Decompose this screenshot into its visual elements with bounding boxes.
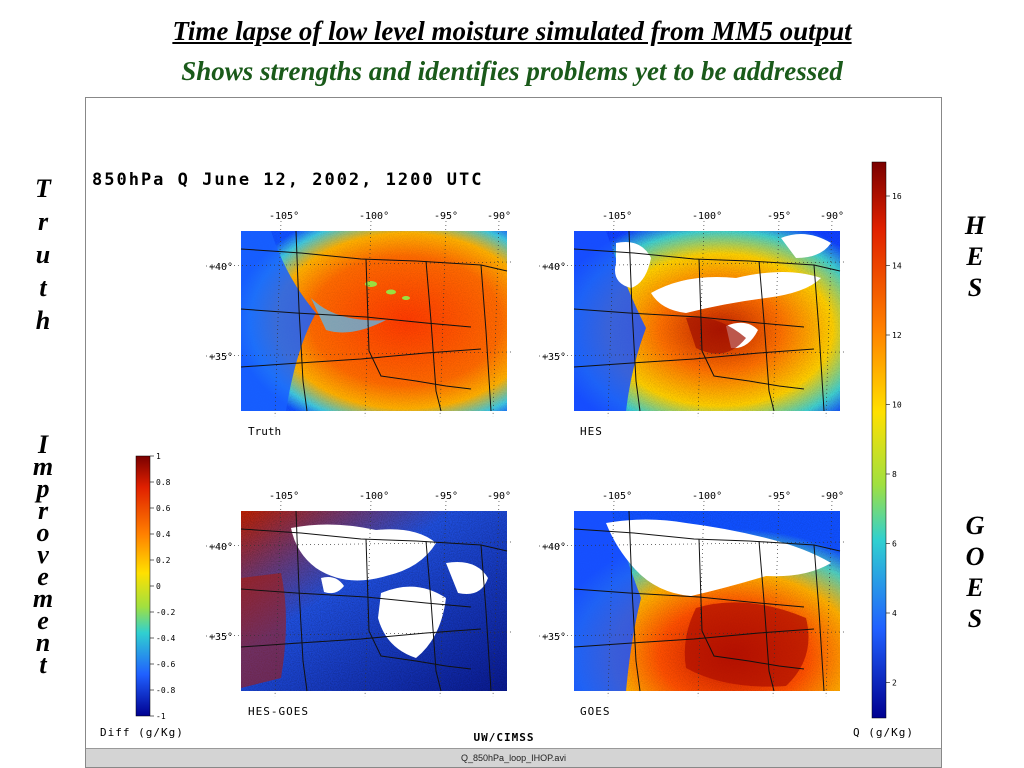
q-colorbar-tick: 2 xyxy=(892,679,897,688)
moisture-figure: 850hPa Q June 12, 2002, 1200 UTC Truth xyxy=(92,161,914,744)
panel-label-hes-goes: HES-GOES xyxy=(248,705,309,718)
truth-panel xyxy=(241,231,507,411)
goes-label-letter: E xyxy=(966,573,984,602)
lon-label: -105° xyxy=(602,211,632,222)
truth-label-letter: T xyxy=(35,174,51,203)
q-colorbar: 16 14 12 10 8 6 4 2 xyxy=(871,161,902,719)
diff-colorbar-tick: 0.8 xyxy=(156,478,171,487)
truth-label-letter: r xyxy=(37,207,49,236)
q-colorbar-tick: 12 xyxy=(892,331,902,340)
hes-goes-map-overlay: -105° -100° -95° -90° +40° +35° xyxy=(205,491,511,698)
improvement-label-letter: n xyxy=(35,628,51,657)
slide-subtitle: Shows strengths and identifies problems … xyxy=(181,56,843,86)
truth-label-letter: t xyxy=(39,273,47,302)
diff-colorbar-tick: -1 xyxy=(156,712,166,721)
diff-colorbar-tick: 1 xyxy=(156,452,161,461)
diff-colorbar-tick: 0 xyxy=(156,582,161,591)
figure-header: 850hPa Q June 12, 2002, 1200 UTC xyxy=(92,170,484,190)
lat-label: +35° xyxy=(209,352,233,363)
uw-cimss-label: UW/CIMSS xyxy=(474,731,535,744)
diff-colorbar: 1 0.8 0.6 0.4 0.2 0 -0.2 -0.4 -0.6 -0.8 -1 xyxy=(135,452,175,721)
improvement-label-letter: t xyxy=(39,650,47,679)
improvement-label-letter: I xyxy=(37,430,49,459)
hes-label-letter: H xyxy=(964,211,986,240)
slide-title: Time lapse of low level moisture simulat… xyxy=(172,16,852,46)
improvement-label-letter: m xyxy=(32,452,54,481)
truth-map-overlay: -105° -100° -95° -90° +40° +35° xyxy=(205,211,511,418)
hes-map-overlay: -105° -100° -95° -90° +40° +35° xyxy=(538,211,844,418)
lon-label: -100° xyxy=(359,491,389,502)
q-colorbar-tick: 10 xyxy=(892,401,902,410)
filename-bar: Q_850hPa_loop_IHOP.avi xyxy=(86,748,941,767)
improvement-label-letter: e xyxy=(37,606,49,635)
goes-label-letter: O xyxy=(965,542,985,571)
improvement-label-letter: p xyxy=(36,474,50,503)
lon-label: -95° xyxy=(434,211,458,222)
panel-label-hes: HES xyxy=(580,425,603,438)
hes-label-letter: S xyxy=(967,273,983,302)
lon-label: -90° xyxy=(820,491,844,502)
lat-label: +40° xyxy=(542,262,566,273)
goes-panel xyxy=(574,511,840,691)
lon-label: -105° xyxy=(269,211,299,222)
lat-label: +35° xyxy=(542,352,566,363)
improvement-label-letter: o xyxy=(36,518,50,547)
diff-colorbar-tick: -0.4 xyxy=(156,634,175,643)
goes-map-overlay: -105° -100° -95° -90° +40° +35° xyxy=(538,491,844,698)
lon-label: -100° xyxy=(692,211,722,222)
lon-label: -95° xyxy=(767,211,791,222)
diff-colorbar-tick: 0.2 xyxy=(156,556,171,565)
q-colorbar-tick: 16 xyxy=(892,192,902,201)
lon-label: -90° xyxy=(487,491,511,502)
diff-units-label: Diff (g/Kg) xyxy=(100,726,184,739)
hes-panel xyxy=(574,231,840,411)
q-colorbar-tick: 14 xyxy=(892,262,902,271)
hes-goes-panel xyxy=(241,511,507,691)
lon-label: -95° xyxy=(434,491,458,502)
improvement-label-letter: m xyxy=(32,584,54,613)
lat-label: +40° xyxy=(542,542,566,553)
q-colorbar-tick: 4 xyxy=(892,609,897,618)
lat-label: +35° xyxy=(542,632,566,643)
lat-label: +35° xyxy=(209,632,233,643)
lon-label: -100° xyxy=(692,491,722,502)
diff-colorbar-tick: -0.8 xyxy=(156,686,175,695)
diff-colorbar-tick: -0.2 xyxy=(156,608,175,617)
improvement-label-letter: e xyxy=(37,562,49,591)
diff-colorbar-tick: 0.6 xyxy=(156,504,171,513)
improvement-label-letter: v xyxy=(37,540,49,569)
lon-label: -105° xyxy=(602,491,632,502)
q-units-label: Q (g/Kg) xyxy=(853,726,914,739)
hes-label-letter: E xyxy=(966,242,984,271)
diff-colorbar-tick: 0.4 xyxy=(156,530,171,539)
panel-label-goes: GOES xyxy=(580,705,611,718)
q-colorbar-tick: 8 xyxy=(892,470,897,479)
goes-label-letter: S xyxy=(967,604,983,633)
lon-label: -100° xyxy=(359,211,389,222)
figure-frame: 850hPa Q June 12, 2002, 1200 UTC Truth xyxy=(85,97,942,768)
lon-label: -90° xyxy=(487,211,511,222)
q-colorbar-tick: 6 xyxy=(892,540,897,549)
improvement-label-letter: r xyxy=(37,496,49,525)
goes-label-letter: G xyxy=(965,511,985,540)
lon-label: -90° xyxy=(820,211,844,222)
truth-label-letter: u xyxy=(35,240,51,269)
lat-label: +40° xyxy=(209,542,233,553)
lon-label: -95° xyxy=(767,491,791,502)
diff-colorbar-tick: -0.6 xyxy=(156,660,175,669)
truth-label-letter: h xyxy=(35,306,51,335)
lat-label: +40° xyxy=(209,262,233,273)
panel-label-truth: Truth xyxy=(248,425,281,438)
lon-label: -105° xyxy=(269,491,299,502)
